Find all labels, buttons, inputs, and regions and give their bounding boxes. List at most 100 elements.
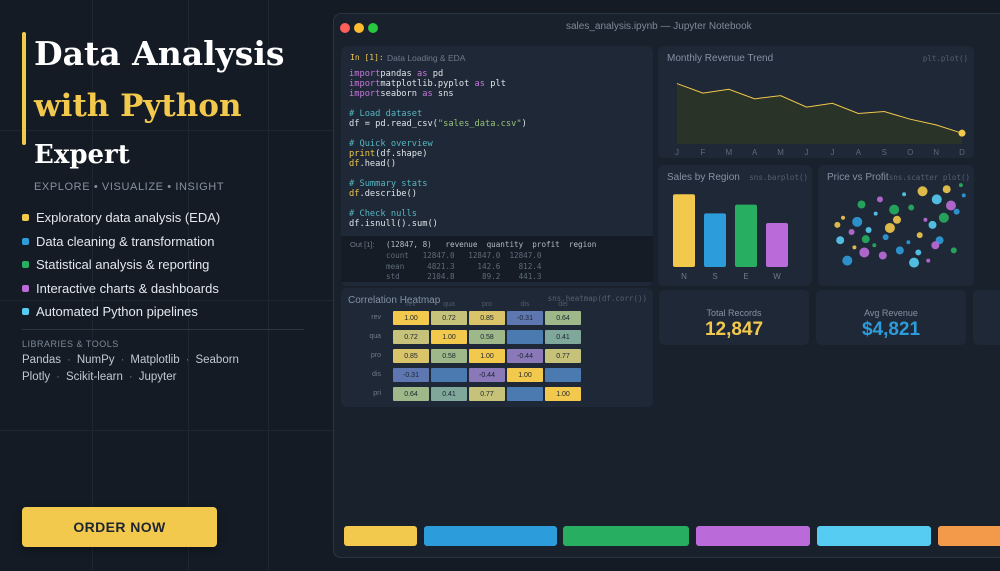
promo-panel: Data Analysis with Python Expert EXPLORE… [0,0,320,571]
chart-title: Correlation Heatmap [348,295,441,306]
price-profit-scatter [834,183,966,268]
scatter-point [961,193,966,198]
heatmap-cell: 1.00 [469,349,505,363]
heatmap-cell: 0.58 [469,330,505,344]
stat-label: Avg Revenue [864,308,918,318]
scatter-point [928,220,937,229]
feature-item: Automated Python pipelines [22,300,220,324]
heatmap-cell: 0.64 [393,387,429,401]
section-divider [22,329,304,330]
scatter-point [852,216,863,227]
output-row: std 2104.8 89.2 441.3 [386,272,542,281]
heatmap-cell: 0.77 [545,349,581,363]
libraries-row: Pandas · NumPy · Matplotlib · Seaborn [22,354,239,366]
month-tick-label: A [752,148,758,157]
heatmap-cell: 0.85 [393,349,429,363]
revenue-line [676,83,963,134]
scatter-point [953,208,960,215]
heatmap-column-label: del [558,301,568,308]
heatmap-cell: 0.64 [545,311,581,325]
feature-bullet-icon [22,214,29,222]
code-line: df = pd.read_csv("sales_data.csv") [349,119,527,129]
window-titlebar: sales_analysis.ipynb — Jupyter Notebook [334,14,1000,40]
chart-code-label: sns.heatmap(df.corr()) [547,294,647,303]
scatter-point [882,234,889,241]
background-grid-line [268,0,269,571]
palette-swatch-cyan [817,526,931,546]
minimize-window-icon[interactable] [354,23,364,33]
output-row: mean 4821.3 142.6 812.4 [386,262,542,271]
scatter-point [916,232,923,239]
scatter-point [942,185,951,194]
revenue-area-fill [677,83,962,144]
heatmap-column-label: qua [443,301,455,308]
libraries-row: Plotly · Scikit-learn · Jupyter [22,371,177,383]
code-line: # Summary stats [349,179,428,189]
palette-swatch-green [563,526,689,546]
cell-output: Out [1]: (12847, 8) revenue quantity pro… [341,236,653,282]
heatmap-column-label: rev [406,301,416,308]
scatter-point [938,212,949,223]
scatter-point [902,192,907,197]
scatter-point [861,235,870,244]
region-chart-card: Sales by Region sns.barplot() N S E W [658,165,812,286]
close-window-icon[interactable] [340,23,350,33]
code-line: # Load dataset [349,109,423,119]
month-tick-label: M [725,148,732,157]
heatmap-cell: 0.58 [431,349,467,363]
stat-card-avg-revenue: Avg Revenue $4,821 [816,290,966,345]
code-line [349,99,527,109]
heatmap-card: Correlation Heatmap sns.heatmap(df.corr(… [341,288,653,407]
palette-swatch-blue [424,526,557,546]
scatter-point [878,251,887,260]
chart-code-label: sns.barplot() [749,173,808,182]
hero-title-line2: with Python [34,88,242,124]
chart-title: Sales by Region [667,172,740,183]
month-tick-label: F [700,148,705,157]
heatmap-row-label: pri [373,390,381,397]
region-bar [766,223,788,267]
feature-label: Interactive charts & dashboards [36,280,219,296]
code-editor[interactable]: importpandas as pd importmatplotlib.pyplo… [349,69,527,229]
heatmap-cell [431,368,467,382]
feature-bullet-icon [22,284,29,292]
scatter-point [958,183,963,188]
heatmap-column-label: dis [520,301,530,308]
scatter-point [945,200,956,211]
code-line: importmatplotlib.pyplot as plt [349,79,506,89]
scatter-point [889,204,900,215]
scatter-point [893,215,901,224]
library-name: NumPy [76,354,115,366]
month-tick-label: J [830,148,834,157]
output-row: count 12847.0 12847.0 12847.0 [386,251,542,260]
feature-bullet-icon [22,308,29,316]
month-tick-label: A [856,148,862,157]
heatmap-row-label: pro [370,352,381,359]
heatmap-row-label: qua [369,333,381,340]
month-tick-label: J [805,148,809,157]
heatmap-column-label: pro [481,301,493,308]
order-now-button[interactable]: ORDER NOW [22,507,217,547]
region-tick-label: S [712,272,717,281]
maximize-window-icon[interactable] [368,23,378,33]
chart-code-label: sns.scatter plot() [888,173,970,182]
scatter-point [852,245,857,250]
library-name: Seaborn [195,354,239,366]
heatmap-cell: 0.41 [545,330,581,344]
library-name: Matplotlib [130,354,180,366]
heatmap-cell [507,387,543,401]
output-prompt-label: Out [1]: [350,240,375,249]
libraries-heading: LIBRARIES & TOOLS [22,339,119,349]
scatter-point [931,241,940,250]
month-tick-label: J [675,148,679,157]
title-accent-bar [22,32,26,145]
chart-title: Price vs Profit [827,172,889,183]
heatmap-cell: -0.31 [507,311,543,325]
code-line: importpandas as pd [349,69,444,79]
scatter-point [909,257,920,268]
scatter-point [950,247,957,254]
region-bar [673,194,695,267]
stat-card-total-records: Total Records 12,847 [659,290,809,345]
region-bar [735,204,757,267]
code-line [349,129,527,139]
